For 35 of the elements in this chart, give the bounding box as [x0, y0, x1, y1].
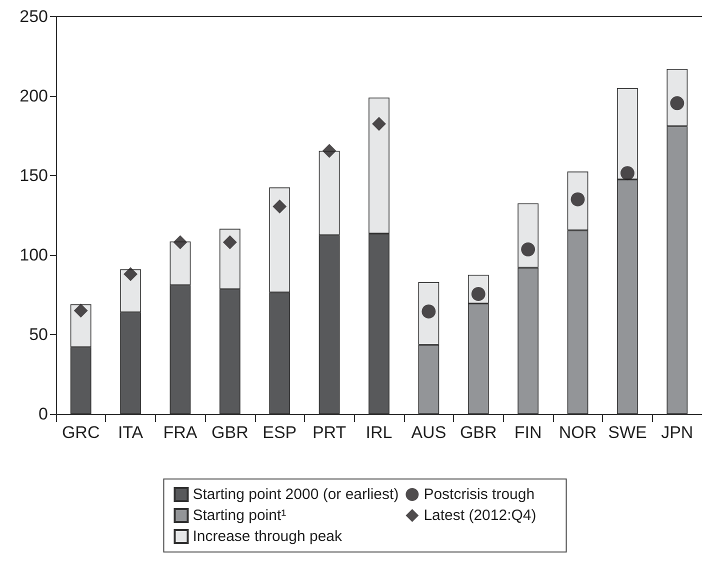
x-tick-label: GBR [460, 423, 497, 442]
x-tick-label: AUS [411, 423, 446, 442]
point [372, 116, 386, 131]
x-tick-label: FRA [163, 423, 198, 442]
x-tick-label: JPN [661, 423, 694, 442]
y-tick-label: 250 [20, 7, 48, 26]
x-tick-label: IRL [366, 423, 392, 442]
point [620, 166, 634, 180]
legend-label: Increase through peak [192, 528, 343, 545]
legend-label: Latest (2012:Q4) [424, 507, 536, 524]
point [124, 267, 138, 282]
legend-label: Starting point¹ [192, 507, 286, 524]
y-tick-label: 200 [20, 86, 48, 106]
y-tick-label: 100 [20, 246, 48, 264]
point [422, 304, 436, 318]
x-tick-label: NOR [558, 423, 597, 442]
y-tick-label: 0 [38, 404, 48, 424]
x-tick-label: ITA [118, 423, 144, 442]
y-tick-label: 150 [20, 166, 48, 185]
point [521, 242, 536, 256]
point [222, 235, 237, 250]
x-tick-label: GBR [212, 423, 248, 442]
point [272, 200, 287, 214]
point [322, 144, 336, 158]
y-tick-label: 50 [29, 325, 48, 344]
point [173, 235, 188, 250]
x-tick-label: ESP [262, 423, 297, 442]
x-tick-label: GRC [62, 423, 100, 442]
x-tick-label: FIN [514, 423, 542, 442]
point [74, 304, 88, 318]
x-tick-label: SWE [608, 423, 647, 442]
x-tick-label: PRT [312, 423, 346, 442]
legend-label: Starting point 2000 (or earliest) [192, 486, 399, 503]
point [570, 192, 585, 206]
legend-label: Postcrisis trough [424, 486, 535, 503]
